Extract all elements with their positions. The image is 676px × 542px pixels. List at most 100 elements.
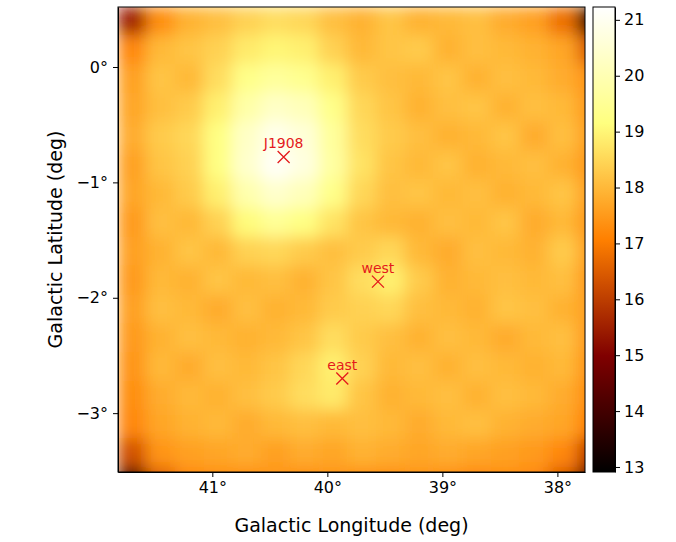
tick: 15 bbox=[615, 346, 644, 365]
heatmap-cell bbox=[491, 352, 520, 381]
heatmap-cell bbox=[290, 93, 319, 122]
axis-line bbox=[615, 8, 616, 473]
heatmap-cell bbox=[405, 381, 434, 410]
heatmap-cell bbox=[203, 208, 232, 237]
heatmap-cell bbox=[376, 122, 405, 151]
heatmap-cell bbox=[118, 150, 146, 179]
heatmap-cell bbox=[577, 208, 585, 237]
heatmap-cell bbox=[175, 295, 204, 324]
tick-mark bbox=[615, 355, 620, 356]
heatmap-cell bbox=[433, 237, 462, 266]
heatmap-cell bbox=[433, 323, 462, 352]
x-axis: 41°40°39°38° bbox=[119, 472, 586, 497]
heatmap-cell bbox=[318, 93, 347, 122]
heatmap-cell bbox=[232, 179, 261, 208]
heatmap-cell bbox=[347, 468, 376, 472]
colorbar bbox=[593, 7, 615, 472]
heatmap-cell bbox=[548, 266, 577, 295]
heatmap-cell bbox=[462, 93, 491, 122]
heatmap-cell bbox=[520, 208, 549, 237]
heatmap-cell bbox=[203, 266, 232, 295]
heatmap-cell bbox=[577, 64, 585, 93]
tick: 39° bbox=[429, 472, 457, 497]
heatmap-cell bbox=[175, 410, 204, 439]
heatmap-cell bbox=[577, 439, 585, 468]
heatmap-cell bbox=[203, 295, 232, 324]
heatmap-cell bbox=[146, 35, 175, 64]
heatmap-cell bbox=[118, 439, 146, 468]
heatmap-cell bbox=[318, 150, 347, 179]
heatmap-cell bbox=[318, 64, 347, 93]
heatmap-cell bbox=[175, 150, 204, 179]
heatmap-cell bbox=[232, 323, 261, 352]
heatmap-cell bbox=[318, 381, 347, 410]
heatmap-cell bbox=[118, 266, 146, 295]
heatmap-cell bbox=[433, 352, 462, 381]
heatmap-cell bbox=[433, 35, 462, 64]
heatmap-cell bbox=[175, 439, 204, 468]
source-label: J1908 bbox=[263, 135, 304, 151]
tick-label: 14 bbox=[624, 402, 644, 421]
heatmap-cell bbox=[175, 323, 204, 352]
tick: 20 bbox=[615, 66, 644, 85]
heatmap-cell bbox=[347, 381, 376, 410]
heatmap-cell bbox=[405, 93, 434, 122]
heatmap-cell bbox=[577, 295, 585, 324]
heatmap-cell bbox=[261, 64, 290, 93]
heatmap-cell bbox=[118, 179, 146, 208]
heatmap-cell bbox=[347, 295, 376, 324]
tick-mark bbox=[113, 413, 118, 414]
heatmap-cell bbox=[232, 122, 261, 151]
plot-frame bbox=[118, 7, 585, 472]
heatmap-cell bbox=[462, 150, 491, 179]
heatmap-cell bbox=[376, 7, 405, 36]
tick-label: 41° bbox=[199, 478, 227, 497]
heatmap-cell bbox=[520, 35, 549, 64]
heatmap-cell bbox=[118, 93, 146, 122]
heatmap-cell bbox=[548, 150, 577, 179]
heatmap-cell bbox=[146, 323, 175, 352]
y-axis-title: Galactic Latitude (deg) bbox=[44, 131, 66, 349]
heatmap-cell bbox=[405, 7, 434, 36]
heatmap-cell bbox=[405, 64, 434, 93]
heatmap-cell bbox=[118, 323, 146, 352]
heatmap-cell bbox=[405, 208, 434, 237]
heatmap-cell bbox=[405, 122, 434, 151]
heatmap-cell bbox=[548, 208, 577, 237]
heatmap-cell bbox=[376, 468, 405, 472]
heatmap-cell bbox=[462, 468, 491, 472]
tick: 16 bbox=[615, 290, 644, 309]
heatmap-cell bbox=[203, 352, 232, 381]
heatmap-cell bbox=[261, 7, 290, 36]
heatmap-cell bbox=[318, 439, 347, 468]
heatmap-cell bbox=[318, 122, 347, 151]
heatmap-cell bbox=[462, 439, 491, 468]
heatmap-cell bbox=[491, 35, 520, 64]
heatmap-cell bbox=[318, 266, 347, 295]
heatmap-cell bbox=[347, 439, 376, 468]
tick-label: 39° bbox=[429, 478, 457, 497]
heatmap-cell bbox=[433, 410, 462, 439]
tick: 41° bbox=[199, 472, 227, 497]
heatmap-cell bbox=[577, 7, 585, 36]
heatmap-cell bbox=[520, 439, 549, 468]
heatmap-cell bbox=[232, 468, 261, 472]
heatmap-cell bbox=[520, 323, 549, 352]
heatmap-cell bbox=[462, 410, 491, 439]
heatmap-cell bbox=[290, 179, 319, 208]
heatmap-cell bbox=[232, 35, 261, 64]
heatmap-cell bbox=[491, 150, 520, 179]
tick-mark bbox=[557, 472, 558, 477]
y-axis: 0°−1°−2°−3° bbox=[76, 8, 118, 473]
heatmap-cell bbox=[261, 323, 290, 352]
heatmap-cell bbox=[548, 352, 577, 381]
tick-mark bbox=[615, 188, 620, 189]
heatmap-cell bbox=[405, 150, 434, 179]
heatmap-cell bbox=[175, 35, 204, 64]
heatmap-cell bbox=[405, 352, 434, 381]
tick-label: −3° bbox=[76, 404, 108, 423]
tick: 19 bbox=[615, 122, 644, 141]
heatmap-cell bbox=[232, 410, 261, 439]
heatmap-cell bbox=[318, 295, 347, 324]
heatmap-cell bbox=[433, 295, 462, 324]
